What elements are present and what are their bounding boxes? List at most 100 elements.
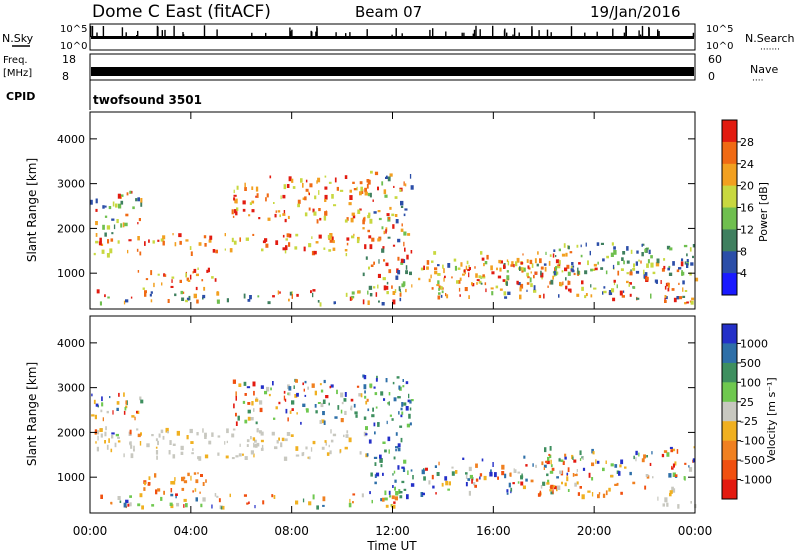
nsky-spike [173,25,175,37]
echo-cell [256,442,260,447]
echo-cell [646,475,650,479]
echo-cell [254,443,258,448]
echo-cell [682,287,684,292]
echo-cell [663,450,668,453]
echo-cell [623,290,625,293]
echo-cell [253,408,255,412]
echo-cell [404,183,407,187]
echo-cell [608,487,611,492]
echo-cell [176,430,180,436]
echo-cell [248,214,251,217]
echo-cell [503,291,507,296]
nsky-spike [164,29,166,37]
echo-cell [387,236,391,239]
echo-cell [297,203,300,208]
echo-cell [289,410,292,414]
nsky-spike [692,32,695,37]
echo-cell [247,409,251,414]
echo-cell [287,215,290,219]
echo-cell [106,225,111,230]
echo-cell [394,214,398,217]
freq-tick-bottom: 8 [62,70,69,83]
echo-cell [612,297,616,302]
nsky-spike [391,34,393,37]
nsky-spike [96,32,98,37]
echo-cell [231,433,235,438]
echo-cell [643,269,645,275]
echo-cell [99,237,102,242]
echo-cell [120,196,122,199]
echo-cell [519,287,522,292]
echo-cell [468,466,472,472]
echo-cell [597,494,600,499]
echo-cell [288,242,291,247]
echo-cell [441,290,444,294]
nsky-spike [203,25,206,37]
nsearch-label: N.Search [745,32,795,45]
nsky-spike [639,34,642,37]
echo-cell [285,408,288,414]
nsky-spike [531,26,533,37]
echo-cell [366,179,370,183]
echo-cell [535,271,538,275]
echo-cell [141,505,144,510]
echo-cell [409,422,412,426]
echo-cell [571,454,574,460]
echo-cell [138,218,141,222]
echo-cell [556,264,559,267]
echo-cell [256,193,259,198]
echo-cell [365,400,368,405]
echo-cell [540,270,542,276]
echo-cell [522,485,526,490]
echo-cell [251,209,255,213]
echo-cell [398,286,401,291]
echo-cell [602,493,606,498]
echo-cell [587,490,591,493]
echo-cell [158,433,161,438]
echo-cell [248,501,250,504]
echo-cell [447,263,451,268]
echo-cell [686,253,688,257]
echo-cell [304,212,308,217]
echo-cell [362,219,365,225]
echo-cell [129,441,132,446]
echo-cell [506,275,510,280]
echo-cell [671,488,676,493]
nsky-spike [648,28,650,37]
nsky-spike [596,31,598,37]
echo-cell [125,405,128,409]
echo-cell [671,288,675,291]
echo-cell [520,475,523,480]
echo-cell [225,455,229,459]
echo-cell [491,271,495,275]
echo-cell [668,473,672,478]
echo-cell [273,495,276,499]
echo-cell [293,385,295,389]
nsky-spike [216,29,218,37]
echo-cell [616,284,618,289]
echo-cell [587,260,589,266]
echo-cell [558,248,561,252]
echo-cell [395,219,399,224]
echo-cell [504,473,507,479]
echo-cell [174,242,177,247]
echo-cell [635,261,638,266]
echo-cell [638,452,640,457]
echo-cell [181,476,185,482]
echo-cell [403,231,407,236]
echo-cell [233,194,237,197]
echo-cell [239,237,241,242]
x-tick-label: 20:00 [577,524,612,538]
echo-cell [99,428,103,432]
echo-cell [317,300,320,303]
echo-cell [150,299,153,303]
echo-cell [438,461,440,466]
echo-cell [290,434,294,437]
echo-cell [456,280,459,284]
echo-cell [349,195,353,200]
echo-cell [385,504,389,508]
echo-cell [501,464,505,470]
echo-cell [581,286,584,291]
echo-cell [367,408,370,412]
echo-cell [618,471,621,476]
